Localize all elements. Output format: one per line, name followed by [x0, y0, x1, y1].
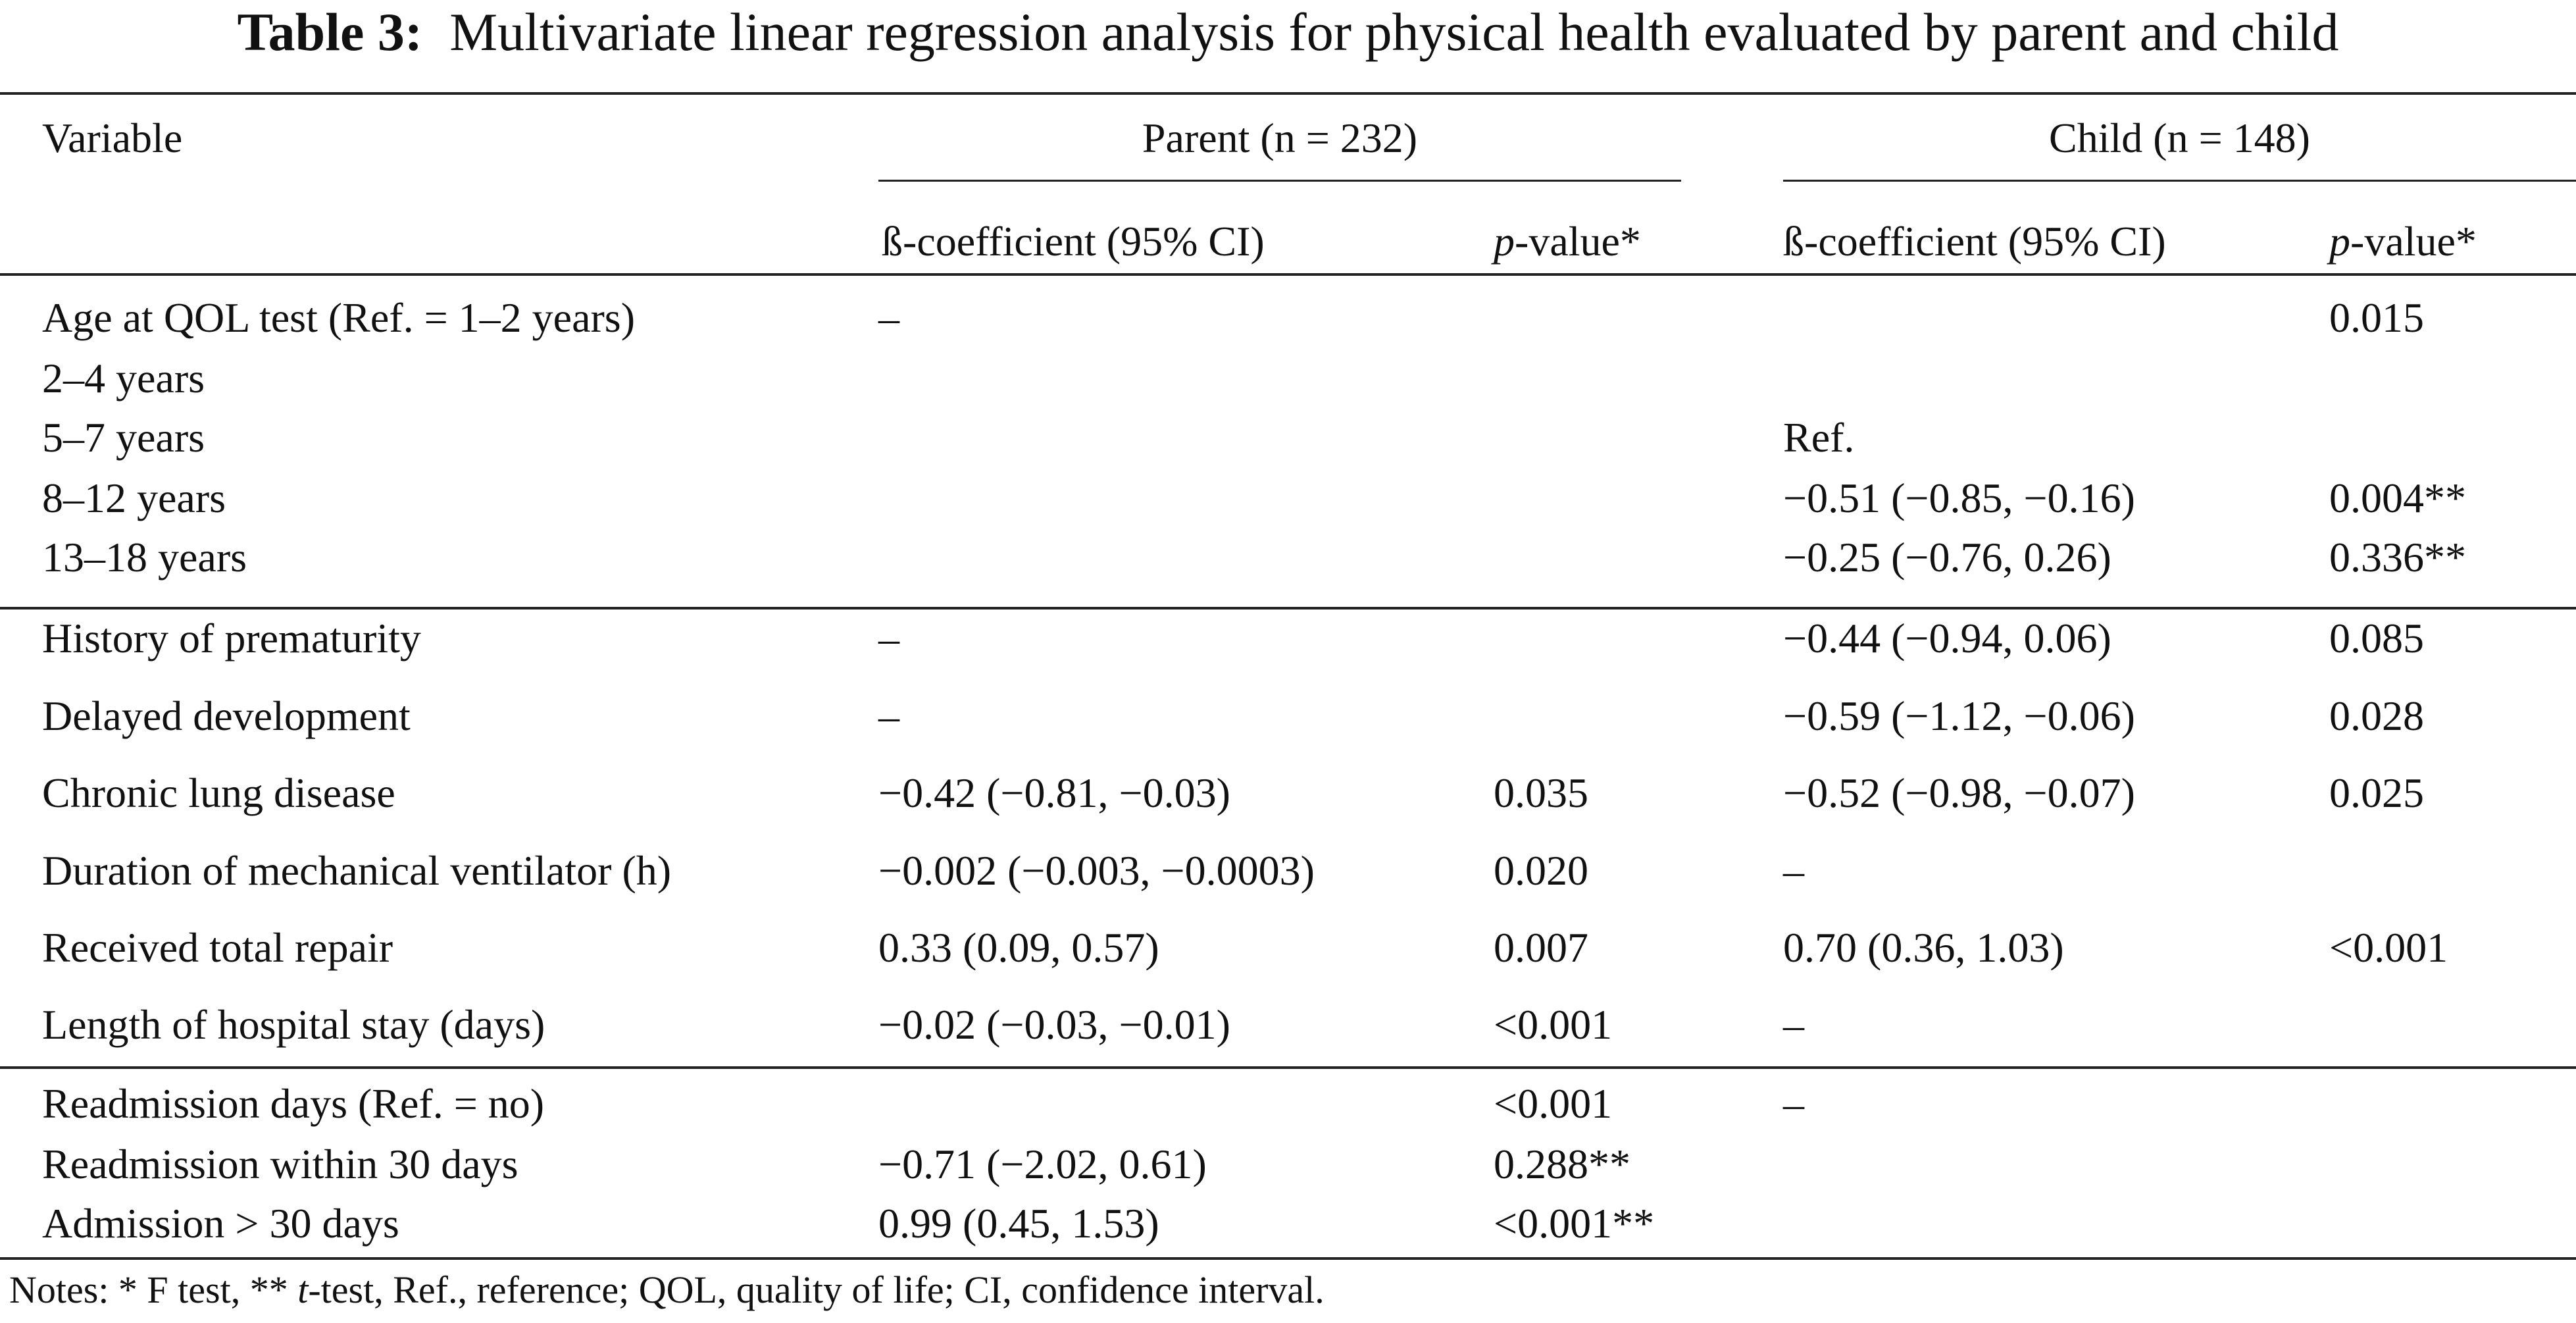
cell-parent-p: 0.007: [1494, 924, 1588, 971]
cell-child-beta: –: [1783, 1001, 1804, 1048]
cell-child-p: 0.025: [2329, 769, 2424, 816]
cell-child-p: 0.028: [2329, 692, 2424, 739]
p-italic: p: [1494, 218, 1515, 265]
cell-variable: 8–12 years: [42, 475, 226, 521]
header-child-beta: ß-coefficient (95% CI): [1783, 218, 2166, 265]
cell-variable: Chronic lung disease: [42, 769, 395, 816]
cell-parent-beta: −0.02 (−0.03, −0.01): [878, 1001, 1230, 1048]
cell-child-beta: −0.25 (−0.76, 0.26): [1783, 534, 2111, 581]
cell-child-beta: −0.59 (−1.12, −0.06): [1783, 692, 2135, 739]
header-child-p: p-value*: [2329, 212, 2477, 271]
cell-parent-beta: –: [878, 692, 899, 739]
cell-parent-p: 0.020: [1494, 847, 1588, 894]
header-child-group: Child (n = 148): [2049, 115, 2310, 161]
cell-variable: History of prematurity: [42, 615, 421, 662]
p-label-rest: -value*: [1515, 218, 1641, 265]
cell-parent-p: 0.288**: [1494, 1141, 1630, 1187]
cell-parent-p: <0.001: [1494, 1001, 1613, 1048]
table-label: Table 3:: [237, 2, 423, 62]
notes-post: -test, Ref., reference; QOL, quality of …: [308, 1268, 1325, 1311]
cell-child-p: 0.015: [2329, 294, 2424, 341]
cell-variable: Received total repair: [42, 924, 393, 971]
child-group-underline: [1783, 180, 2576, 182]
header-variable: Variable: [42, 115, 183, 161]
bottom-rule: [0, 1257, 2576, 1260]
cell-child-beta: Ref.: [1783, 414, 1855, 461]
p-label-rest: -value*: [2350, 218, 2477, 265]
header-parent-group: Parent (n = 232): [1142, 115, 1418, 161]
cell-child-p: 0.336**: [2329, 534, 2466, 581]
cell-child-p: <0.001: [2329, 924, 2448, 971]
table-notes: Notes: * F test, ** t-test, Ref., refere…: [9, 1264, 1325, 1316]
cell-child-beta: −0.44 (−0.94, 0.06): [1783, 615, 2111, 662]
header-parent-beta: ß-coefficient (95% CI): [882, 218, 1265, 265]
section-rule-2: [0, 1066, 2576, 1069]
cell-parent-beta: –: [878, 294, 899, 341]
parent-group-underline: [878, 180, 1681, 182]
cell-variable: Readmission within 30 days: [42, 1141, 518, 1187]
cell-child-beta: –: [1783, 1080, 1804, 1127]
cell-parent-p: 0.035: [1494, 769, 1588, 816]
header-rule: [0, 273, 2576, 276]
top-rule: [0, 92, 2576, 95]
cell-parent-beta: 0.33 (0.09, 0.57): [878, 924, 1159, 971]
header-parent-p: p-value*: [1494, 212, 1641, 271]
cell-parent-beta: 0.99 (0.45, 1.53): [878, 1200, 1159, 1247]
table-caption: Multivariate linear regression analysis …: [449, 2, 2339, 62]
cell-variable: Duration of mechanical ventilator (h): [42, 847, 672, 894]
cell-parent-beta: −0.42 (−0.81, −0.03): [878, 769, 1230, 816]
cell-parent-p: <0.001: [1494, 1080, 1613, 1127]
notes-pre: Notes: * F test, **: [9, 1268, 298, 1311]
cell-variable: Delayed development: [42, 692, 411, 739]
cell-child-beta: −0.52 (−0.98, −0.07): [1783, 769, 2135, 816]
cell-variable: Readmission days (Ref. = no): [42, 1080, 545, 1127]
cell-parent-beta: −0.002 (−0.003, −0.0003): [878, 847, 1315, 894]
cell-variable: Admission > 30 days: [42, 1200, 399, 1247]
cell-variable: Length of hospital stay (days): [42, 1001, 545, 1048]
section-rule-1: [0, 607, 2576, 610]
cell-child-beta: –: [1783, 847, 1804, 894]
notes-t-italic: t: [297, 1268, 309, 1311]
cell-child-beta: 0.70 (0.36, 1.03): [1783, 924, 2064, 971]
cell-child-p: 0.085: [2329, 615, 2424, 662]
p-italic: p: [2329, 218, 2350, 265]
cell-variable: 5–7 years: [42, 414, 205, 461]
cell-child-p: 0.004**: [2329, 475, 2466, 521]
cell-parent-p: <0.001**: [1494, 1200, 1655, 1247]
table-title: Table 3: Multivariate linear regression …: [0, 0, 2576, 65]
cell-variable: 2–4 years: [42, 355, 205, 402]
cell-child-beta: −0.51 (−0.85, −0.16): [1783, 475, 2135, 521]
cell-variable: 13–18 years: [42, 534, 247, 581]
cell-variable: Age at QOL test (Ref. = 1–2 years): [42, 294, 635, 341]
cell-parent-beta: –: [878, 615, 899, 662]
cell-parent-beta: −0.71 (−2.02, 0.61): [878, 1141, 1207, 1187]
